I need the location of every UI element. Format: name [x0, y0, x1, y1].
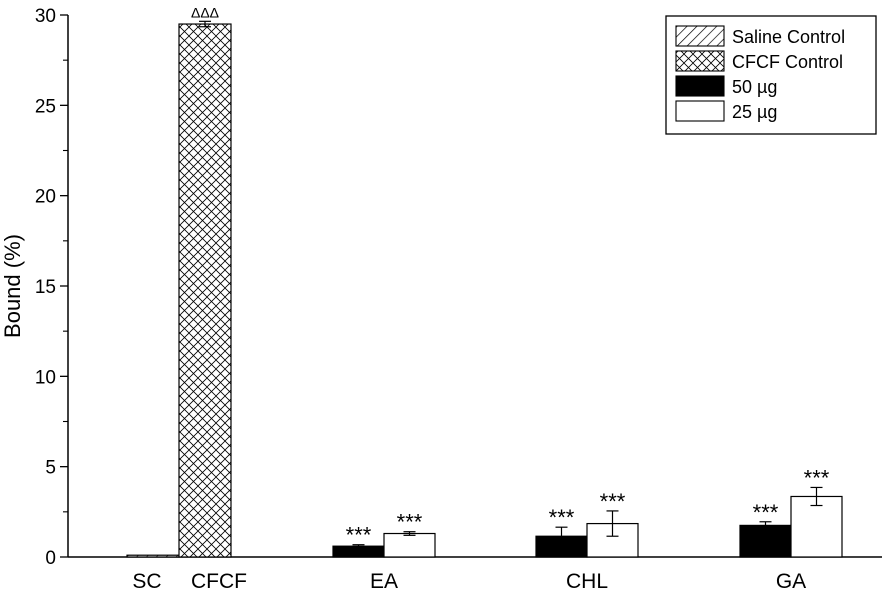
y-tick-label: 20: [35, 187, 56, 208]
legend-label: CFCF Control: [732, 52, 843, 72]
legend-label: 25 µg: [732, 102, 777, 122]
significance-label: ***: [804, 465, 830, 490]
y-tick-label: 25: [35, 96, 56, 117]
x-tick-label: CFCF: [191, 570, 247, 593]
legend-label: 50 µg: [732, 77, 777, 97]
significance-label: ΔΔΔ: [191, 4, 219, 20]
x-tick-label: EA: [370, 570, 398, 593]
y-tick-label: 5: [45, 458, 56, 479]
y-tick-label: 15: [35, 277, 56, 298]
legend-swatch: [675, 25, 725, 47]
x-tick-label: SC: [132, 570, 161, 593]
significance-label: ***: [549, 505, 575, 530]
legend-swatch: [675, 75, 725, 97]
significance-label: ***: [753, 500, 779, 525]
legend-label: Saline Control: [732, 27, 845, 47]
axis-labels: Bound (%) SC CFCF EA CHL GA: [0, 234, 806, 593]
y-tick-label: 30: [35, 6, 56, 27]
legend: Saline Control CFCF Control 50 µg 25 µg: [665, 15, 877, 135]
y-tick-label: 0: [45, 548, 56, 569]
bars: ΔΔΔ *** *** *** *** *** ***: [126, 4, 843, 558]
significance-label: ***: [346, 523, 372, 548]
x-tick-label: GA: [776, 570, 806, 593]
bar-cfcf-control: [178, 23, 232, 558]
legend-swatch: [675, 50, 725, 72]
bar-ga-50ug: [739, 524, 792, 558]
y-tick-label: 10: [35, 367, 56, 388]
bar-saline-control: [126, 554, 180, 558]
y-axis-label: Bound (%): [0, 234, 25, 338]
bar-ga-25ug: [790, 495, 843, 558]
significance-label: ***: [600, 489, 626, 514]
bar-ea-25ug: [383, 532, 436, 558]
x-tick-label: CHL: [566, 570, 608, 593]
significance-label: ***: [397, 510, 423, 535]
legend-swatch: [675, 100, 725, 122]
